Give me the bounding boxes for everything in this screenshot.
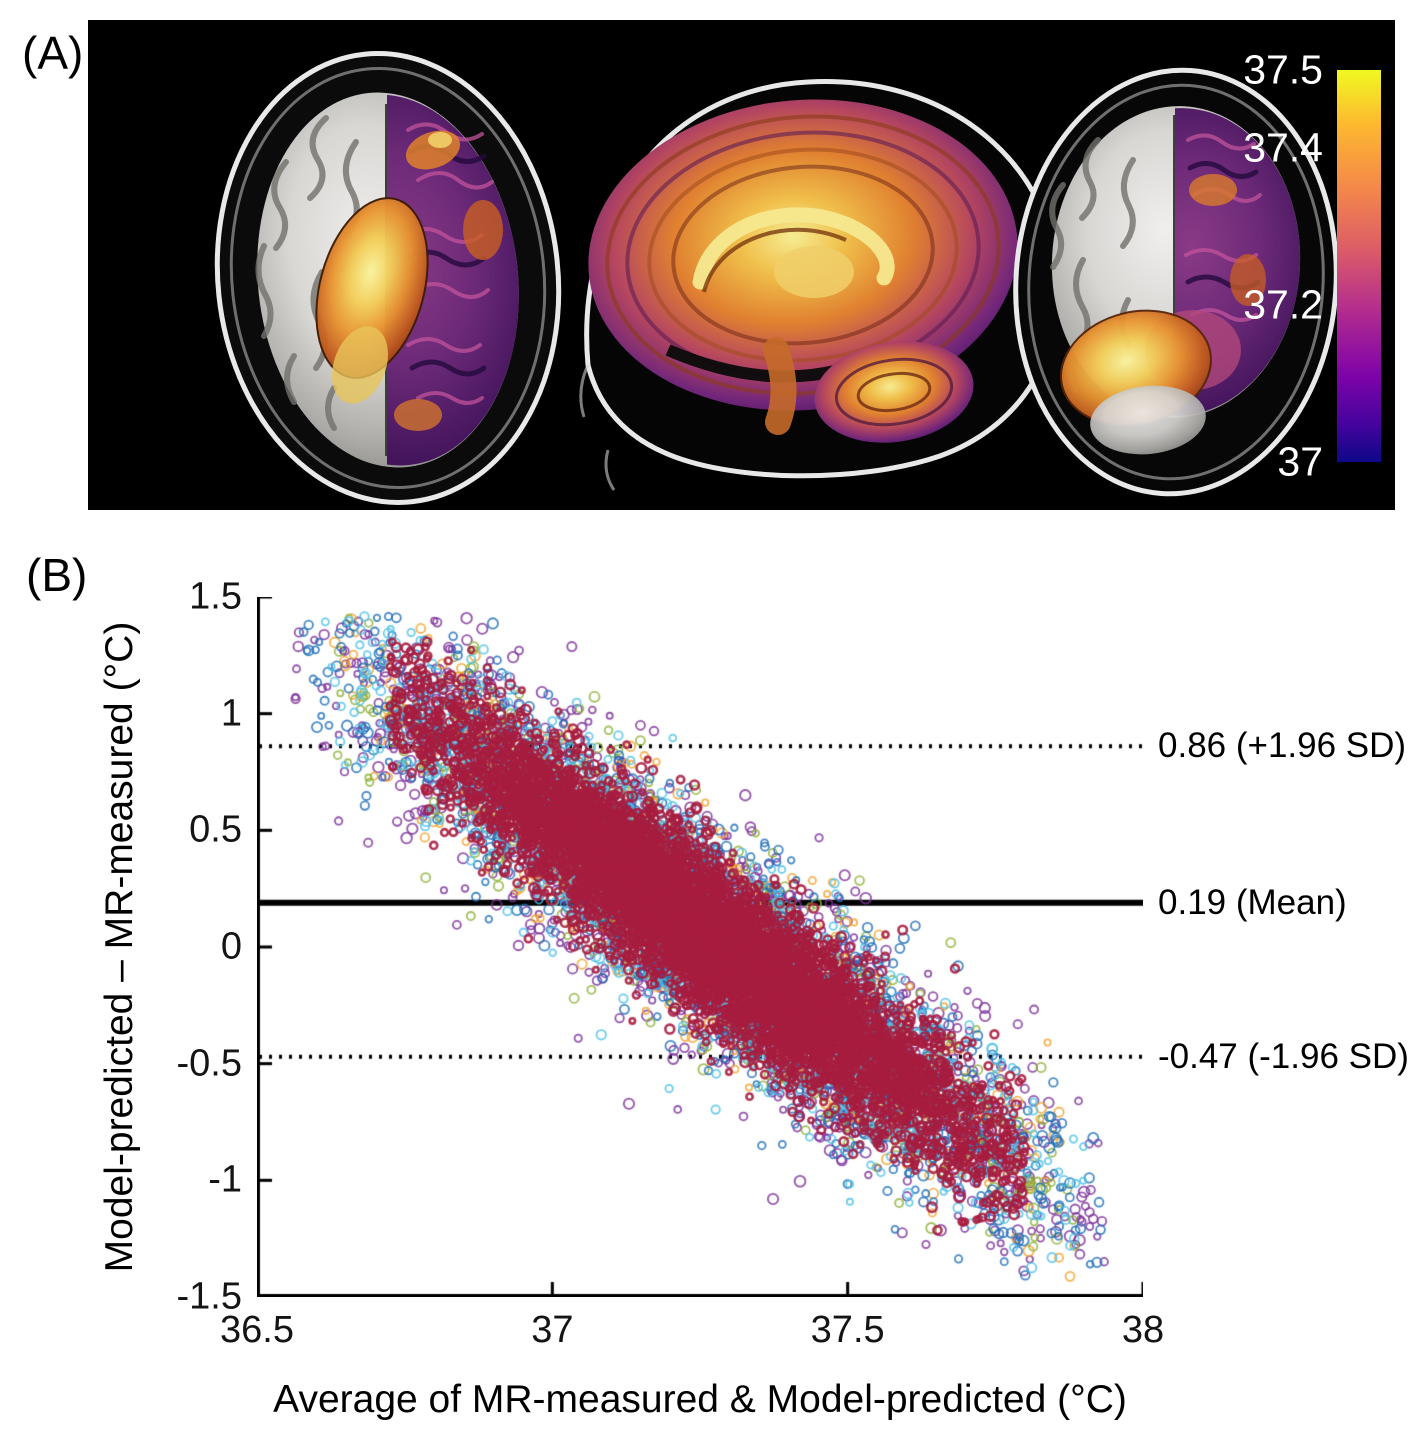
- y-tick-label: -1: [208, 1158, 242, 1201]
- y-tick-label: -0.5: [176, 1042, 242, 1085]
- colorbar-tick-label: 37.4: [1243, 124, 1323, 171]
- brain-views-image: [214, 51, 1339, 505]
- x-tick-label: 37.5: [810, 1309, 885, 1351]
- x-tick-label: 36.5: [220, 1309, 294, 1351]
- x-axis-label: Average of MR-measured & Model-predicted…: [273, 1378, 1127, 1421]
- upper-loa-label: 0.86 (+1.96 SD): [1158, 726, 1407, 765]
- coronal-brain-image: [1013, 67, 1339, 497]
- axial-brain-image: [214, 51, 562, 505]
- panel-a-label: (A): [22, 27, 84, 79]
- y-tick-label: -1.5: [176, 1275, 242, 1318]
- colorbar-tick-label: 37.5: [1243, 46, 1323, 93]
- x-tick-label: 37: [531, 1309, 574, 1351]
- brain-temperature-figure: 37.5 37.4 37.2 37: [88, 20, 1395, 510]
- colorbar-tick-label: 37.2: [1243, 281, 1323, 328]
- temperature-colorbar: 37.5 37.4 37.2 37: [1243, 47, 1381, 485]
- y-tick-label: 0.5: [189, 808, 242, 851]
- panel-b-label: (B): [26, 549, 88, 601]
- y-tick-label: 1: [220, 692, 242, 735]
- y-axis-label: Model-predicted – MR-measured (°C): [98, 621, 141, 1273]
- lower-loa-label: -0.47 (-1.96 SD): [1158, 1037, 1409, 1076]
- sagittal-brain-image: [579, 79, 1061, 491]
- mean-line-label: 0.19 (Mean): [1158, 883, 1347, 922]
- y-tick-label: 0: [220, 925, 242, 968]
- bland-altman-plot: [257, 597, 1143, 1297]
- colorbar-tick-label: 37: [1277, 438, 1323, 485]
- x-tick-label: 38: [1121, 1309, 1165, 1351]
- bland-altman-scatter-canvas: [257, 597, 1143, 1297]
- y-tick-label: 1.5: [189, 575, 242, 618]
